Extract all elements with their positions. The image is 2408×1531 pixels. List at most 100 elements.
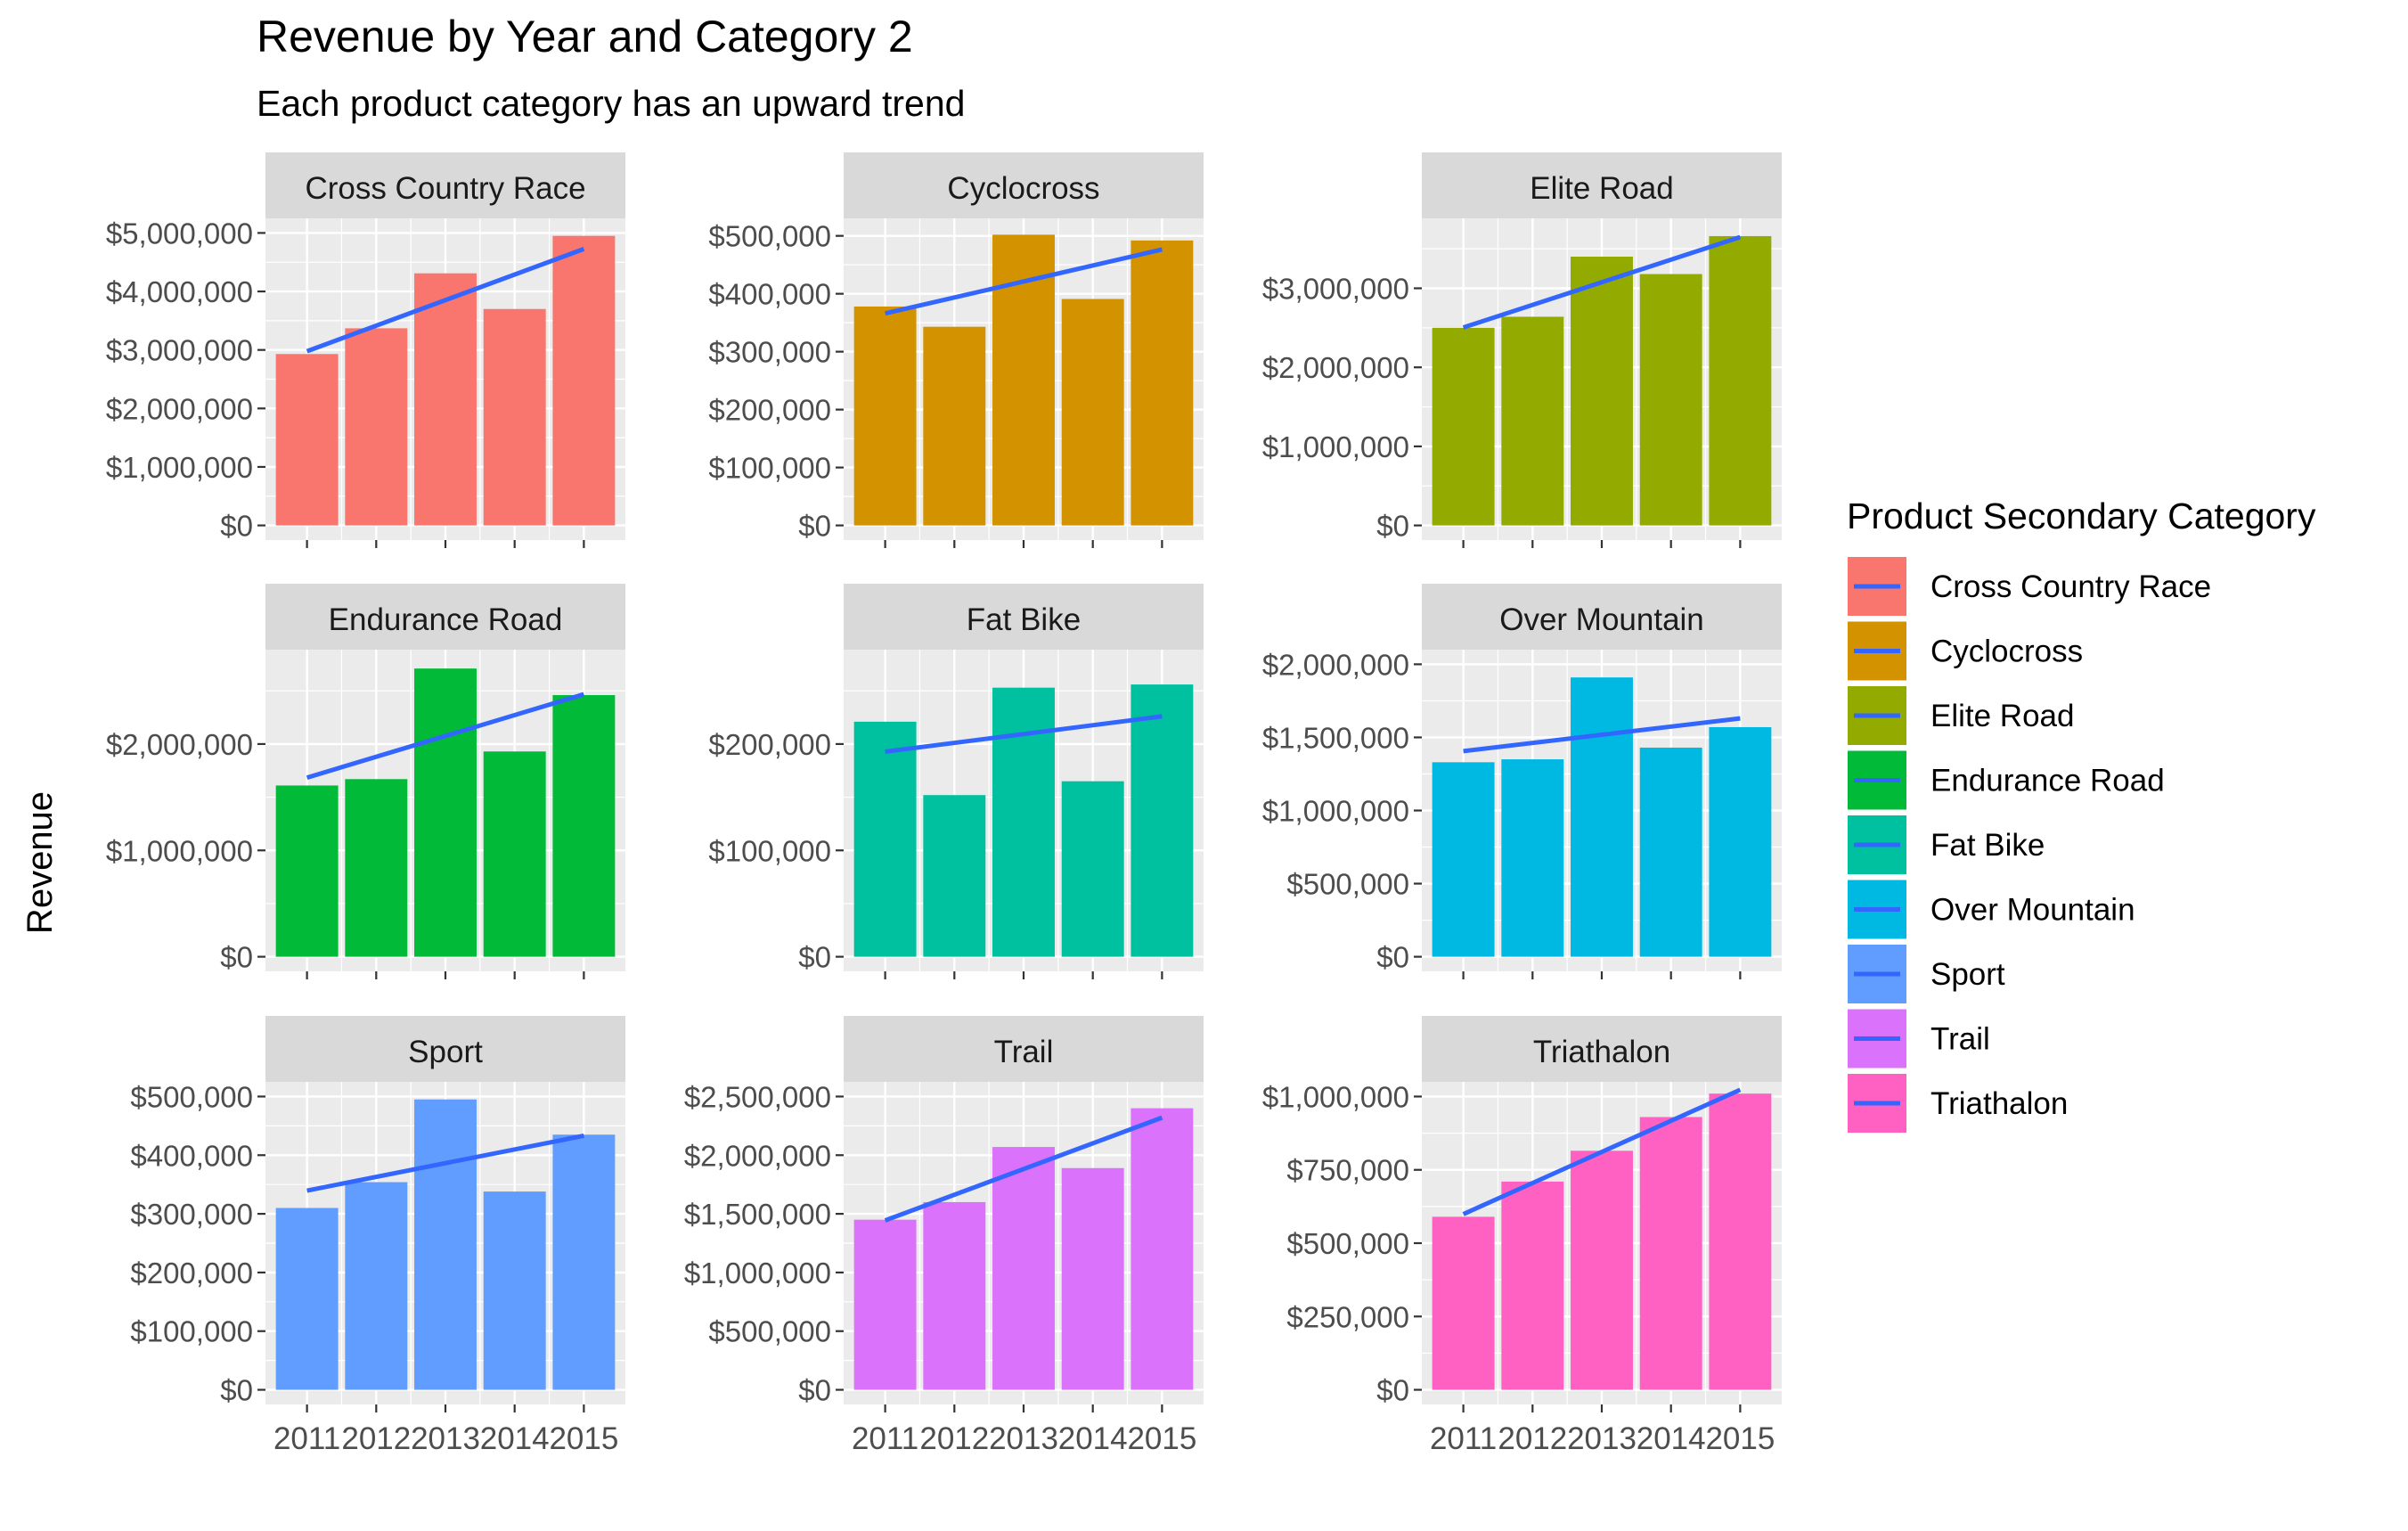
- y-tick-label: $0: [1376, 941, 1409, 974]
- legend-label-cyclocross: Cyclocross: [1930, 635, 2083, 669]
- panel-over-mountain: Over Mountain $0 $500,000 $1,000,000 $1,500,…: [1262, 584, 1782, 979]
- facet-strip-over-mountain: [1422, 584, 1782, 650]
- y-tick-label: $2,500,000: [684, 1080, 831, 1113]
- bar-cyclocross-2014: [1061, 299, 1124, 526]
- legend-label-cross-country-race: Cross Country Race: [1930, 569, 2211, 604]
- y-tick-label: $100,000: [708, 834, 831, 867]
- bar-elite-road-2014: [1639, 274, 1702, 526]
- y-tick-label: $0: [1376, 510, 1409, 543]
- y-tick-label: $500,000: [1286, 868, 1409, 901]
- x-tick-label: 2014: [1637, 1421, 1706, 1456]
- trend-line-fat-bike: [885, 714, 1163, 754]
- y-tick-label: $0: [798, 510, 831, 543]
- facet-strip-triathalon: [1422, 1016, 1782, 1082]
- trend-line-cyclocross: [885, 247, 1163, 316]
- bar-cross-country-race-2015: [552, 235, 616, 526]
- bar-elite-road-2012: [1501, 316, 1564, 526]
- y-tick-label: $200,000: [708, 728, 831, 761]
- y-tick-label: $1,000,000: [106, 451, 253, 484]
- x-tick-label: 2011: [852, 1421, 918, 1456]
- y-tick-label: $1,000,000: [1262, 795, 1409, 828]
- legend-item-fat-bike: Fat Bike: [1848, 815, 2045, 874]
- y-tick-label: $1,000,000: [1262, 430, 1409, 463]
- bar-trail-2014: [1061, 1167, 1124, 1390]
- bar-triathalon-2015: [1709, 1093, 1772, 1390]
- panel-triathalon: Triathalon $0 $250,000 $500,000 $750,000 $1,0…: [1262, 1016, 1782, 1456]
- x-tick-label: 2011: [1430, 1421, 1497, 1456]
- legend-label-fat-bike: Fat Bike: [1930, 828, 2045, 863]
- y-tick-label: $1,000,000: [106, 834, 253, 867]
- y-tick-label: $1,000,000: [1262, 1080, 1409, 1113]
- bar-fat-bike-2014: [1061, 781, 1124, 957]
- y-tick-label: $0: [798, 1374, 831, 1407]
- trend-line-endurance-road: [306, 692, 585, 781]
- legend-title: Product Secondary Category: [1847, 495, 2316, 536]
- x-tick-label: 2015: [1127, 1421, 1196, 1456]
- x-tick-label: 2012: [1498, 1421, 1567, 1456]
- bar-trail-2013: [992, 1147, 1055, 1390]
- y-tick-label: $3,000,000: [1262, 272, 1409, 305]
- bar-endurance-road-2015: [552, 695, 616, 957]
- y-tick-label: $750,000: [1286, 1154, 1409, 1187]
- x-tick-label: 2014: [480, 1421, 550, 1456]
- bar-cross-country-race-2013: [414, 273, 477, 526]
- bar-cross-country-race-2014: [483, 308, 546, 526]
- facet-label-elite-road: Elite Road: [1530, 171, 1673, 206]
- y-tick-label: $200,000: [130, 1257, 253, 1289]
- bar-sport-2014: [483, 1191, 546, 1390]
- bar-triathalon-2011: [1432, 1216, 1495, 1390]
- x-tick-label: 2013: [989, 1421, 1058, 1456]
- legend-item-elite-road: Elite Road: [1848, 686, 2074, 745]
- y-tick-label: $300,000: [708, 336, 831, 369]
- chart-title: Revenue by Year and Category 2: [257, 12, 913, 61]
- bar-cross-country-race-2011: [275, 354, 339, 526]
- bar-elite-road-2013: [1571, 257, 1633, 526]
- legend-label-sport: Sport: [1930, 957, 2005, 992]
- y-tick-label: $400,000: [708, 278, 831, 311]
- panel-cyclocross: Cyclocross $0 $100,000 $200,000 $300,000 $400…: [708, 152, 1204, 548]
- facet-strip-endurance-road: [265, 584, 625, 650]
- x-tick-label: 2012: [919, 1421, 989, 1456]
- y-tick-label: $100,000: [708, 452, 831, 485]
- y-tick-label: $250,000: [1286, 1300, 1409, 1333]
- x-tick-label: 2015: [1705, 1421, 1775, 1456]
- x-tick-label: 2014: [1058, 1421, 1128, 1456]
- legend-item-endurance-road: Endurance Road: [1848, 750, 2165, 810]
- y-tick-label: $100,000: [130, 1315, 253, 1348]
- bar-sport-2011: [275, 1208, 339, 1390]
- legend-label-over-mountain: Over Mountain: [1930, 893, 2135, 928]
- y-tick-label: $0: [220, 941, 253, 974]
- facet-strip-trail: [844, 1016, 1204, 1082]
- bar-trail-2015: [1131, 1108, 1194, 1390]
- facet-label-endurance-road: Endurance Road: [329, 602, 563, 637]
- legend-item-over-mountain: Over Mountain: [1848, 880, 2135, 939]
- bar-sport-2012: [345, 1182, 408, 1390]
- bar-over-mountain-2015: [1709, 726, 1772, 957]
- facet-strip-fat-bike: [844, 584, 1204, 650]
- facet-strip-cyclocross: [844, 152, 1204, 218]
- facet-label-trail: Trail: [994, 1035, 1054, 1069]
- panel-fat-bike: Fat Bike $0 $100,000 $200,000: [708, 584, 1204, 979]
- bar-over-mountain-2013: [1571, 677, 1633, 957]
- bar-endurance-road-2012: [345, 779, 408, 957]
- y-tick-label: $0: [220, 510, 253, 543]
- x-tick-label: 2013: [1567, 1421, 1637, 1456]
- facet-strip-cross-country-race: [265, 152, 625, 218]
- bar-trail-2012: [923, 1201, 986, 1390]
- y-tick-label: $1,500,000: [1262, 721, 1409, 754]
- bar-fat-bike-2013: [992, 687, 1055, 957]
- y-tick-label: $0: [1376, 1374, 1409, 1407]
- y-tick-label: $500,000: [130, 1080, 253, 1113]
- chart-subtitle: Each product category has an upward tren…: [257, 83, 965, 124]
- bar-triathalon-2013: [1571, 1150, 1633, 1390]
- legend-label-triathalon: Triathalon: [1930, 1086, 2068, 1121]
- y-tick-label: $500,000: [1286, 1227, 1409, 1260]
- trend-line-trail: [884, 1115, 1163, 1223]
- y-tick-label: $2,000,000: [684, 1139, 831, 1172]
- panel-sport: Sport $0 $100,000 $200,000 $300,000 $400,000 $…: [130, 1016, 625, 1456]
- legend-label-elite-road: Elite Road: [1930, 699, 2074, 733]
- facet-strip-elite-road: [1422, 152, 1782, 218]
- y-tick-label: $500,000: [708, 1315, 831, 1348]
- bar-cross-country-race-2012: [345, 328, 408, 526]
